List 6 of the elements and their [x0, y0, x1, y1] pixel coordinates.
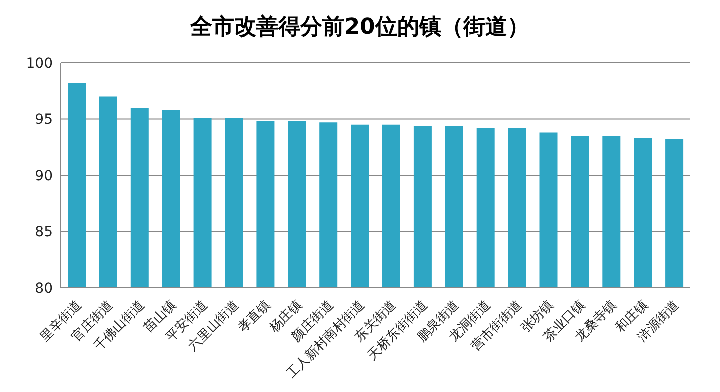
y-tick-label: 85: [35, 224, 53, 241]
chart-title: 全市改善得分前20位的镇（街道）: [189, 14, 530, 42]
y-tick-label: 100: [26, 56, 53, 72]
y-tick-label: 80: [35, 280, 53, 297]
y-tick-label: 95: [35, 112, 53, 128]
y-tick-label: 90: [35, 168, 53, 184]
